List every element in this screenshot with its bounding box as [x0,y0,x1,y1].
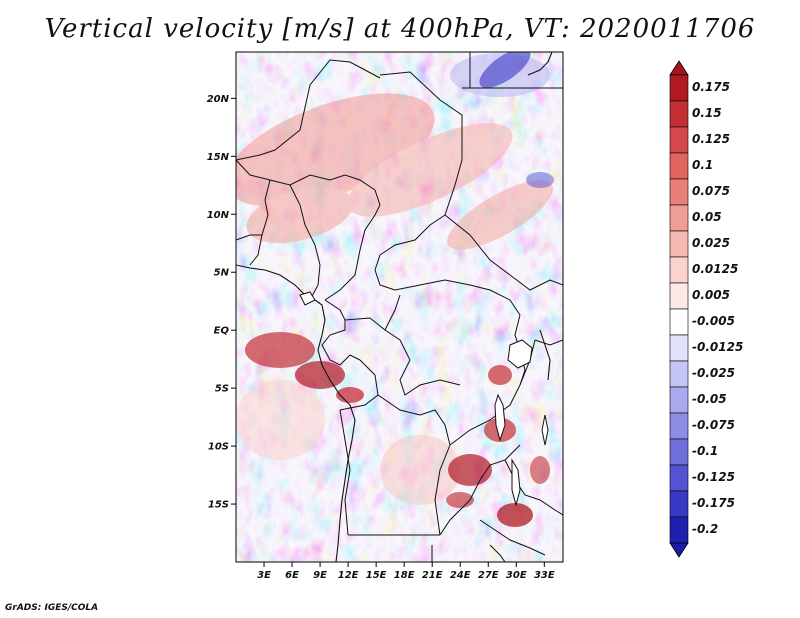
colorbar-segment [669,282,689,310]
colorbar-label: -0.025 [692,366,735,380]
lat-tick-label: 10S [208,442,229,453]
colorbar-label: 0.125 [692,132,730,146]
colorbar-segment [669,152,689,180]
lat-tick-label: 15N [207,152,230,163]
lon-tick-label: 18E [394,570,415,581]
lat-tick-label: 5N [214,268,230,279]
lon-tick-label: 27E [478,570,499,581]
colorbar-label: -0.1 [692,444,718,458]
colorbar-segment [669,516,689,544]
map-area [236,52,563,562]
colorbar-label: -0.005 [692,314,735,328]
colorbar-segment [669,360,689,388]
colorbar-label: 0.15 [692,106,722,120]
lon-tick-label: 30E [506,570,527,581]
lat-tick-label: 10N [207,210,230,221]
colorbar-segment [669,386,689,414]
lakes [299,291,549,507]
colorbar-label: 0.005 [692,288,730,302]
colorbar-segment [669,308,689,336]
colorbar-top-arrow [669,60,689,76]
colorbar-label: -0.125 [692,470,735,484]
colorbar-label: 0.05 [692,210,722,224]
lon-tick-label: 33E [534,570,555,581]
longitude-axis: 3E 6E 9E 12E 15E 18E 21E 24E 27E 30E 33E [257,562,555,581]
lon-tick-label: 6E [285,570,299,581]
colorbar-label: 0.1 [692,158,713,172]
lat-tick-label: 5S [215,384,229,395]
lat-tick-label: 15S [208,500,229,511]
colorbar-segment [669,256,689,284]
colorbar-label: 0.175 [692,80,730,94]
colorbar-bottom-arrow [669,542,689,558]
lon-tick-label: 12E [338,570,359,581]
chart-title: Vertical velocity [m/s] at 400hPa, VT: 2… [44,14,756,44]
colorbar-segment [669,100,689,128]
colorbar-segment [669,412,689,440]
colorbar-segment [669,204,689,232]
lon-tick-label: 9E [313,570,327,581]
colorbar-label: -0.05 [692,392,727,406]
colorbar-label: -0.2 [692,522,718,536]
colorbar-segment [669,178,689,206]
country-boundaries [236,52,563,562]
colorbar-label: -0.0125 [692,340,743,354]
colorbar-label: 0.0125 [692,262,738,276]
footer-credit: GrADS: IGES/COLA [5,603,99,613]
colorbar-segment [669,490,689,518]
lon-tick-label: 21E [422,570,443,581]
colorbar-label: 0.025 [692,236,730,250]
map-frame [235,51,564,563]
red-updraft-regions [236,53,553,505]
colorbar-segment [669,74,689,102]
colorbar-segment [669,334,689,362]
lon-tick-label: 24E [450,570,471,581]
colorbar-segment [669,230,689,258]
colorbar-label: -0.175 [692,496,735,510]
lat-tick-label: 20N [207,94,230,105]
colorbar-label: 0.075 [692,184,730,198]
colorbar: 0.175 0.15 0.125 0.1 0.075 0.05 0.025 0.0125 0.0… [669,60,743,558]
colorbar-segment [669,126,689,154]
lon-tick-label: 3E [257,570,271,581]
coastline [236,52,553,562]
lat-tick-label: EQ [214,326,230,337]
latitude-axis: 20N 15N 10N 5N EQ 5S 10S 15S [207,94,236,511]
colorbar-label: -0.075 [692,418,735,432]
convective-cores [245,52,554,527]
colorbar-segment [669,464,689,492]
colorbar-segment [669,438,689,466]
lon-tick-label: 15E [366,570,387,581]
